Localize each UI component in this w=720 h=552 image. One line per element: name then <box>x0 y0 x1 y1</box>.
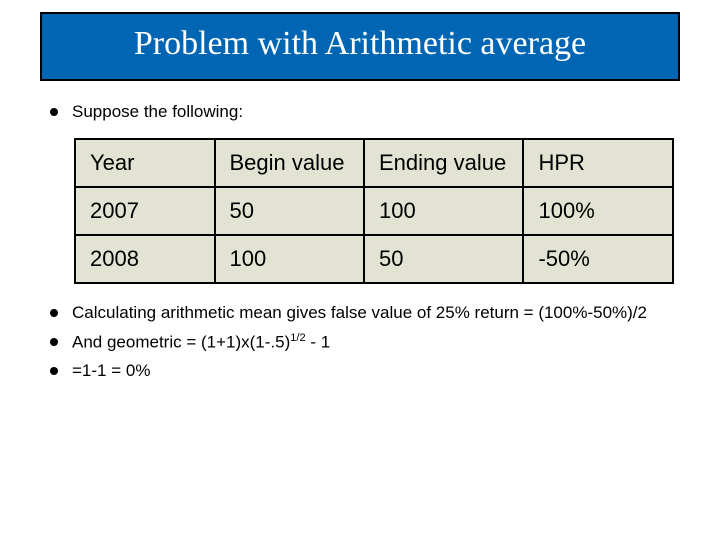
bullet-calc-1-text: Calculating arithmetic mean gives false … <box>72 302 647 325</box>
slide-title: Problem with Arithmetic average <box>134 25 586 62</box>
col-header-end: Ending value <box>364 139 524 187</box>
col-header-hpr: HPR <box>523 139 673 187</box>
cell-year: 2007 <box>75 187 215 235</box>
bullet-calc-2: And geometric = (1+1)x(1-.5)1/2 - 1 <box>50 331 670 355</box>
slide-title-banner: Problem with Arithmetic average <box>40 12 680 81</box>
cell-end: 50 <box>364 235 524 283</box>
col-header-year: Year <box>75 139 215 187</box>
bullet-icon <box>50 338 58 346</box>
table-header-row: Year Begin value Ending value HPR <box>75 139 673 187</box>
bullet-icon <box>50 367 58 375</box>
cell-begin: 50 <box>215 187 364 235</box>
cell-year: 2008 <box>75 235 215 283</box>
bullet-calc-1: Calculating arithmetic mean gives false … <box>50 302 670 325</box>
bullet-calc-3: =1-1 = 0% <box>50 360 670 383</box>
bullet-intro-text: Suppose the following: <box>72 101 243 124</box>
data-table-wrap: Year Begin value Ending value HPR 2007 5… <box>74 138 670 284</box>
cell-end: 100 <box>364 187 524 235</box>
col-header-begin: Begin value <box>215 139 364 187</box>
cell-begin: 100 <box>215 235 364 283</box>
table-row: 2008 100 50 -50% <box>75 235 673 283</box>
bullet-intro: Suppose the following: <box>50 101 670 124</box>
bullet-calc-2-text: And geometric = (1+1)x(1-.5)1/2 - 1 <box>72 331 330 355</box>
table-row: 2007 50 100 100% <box>75 187 673 235</box>
bullet-calc-3-text: =1-1 = 0% <box>72 360 150 383</box>
bullet-icon <box>50 108 58 116</box>
slide-body: Suppose the following: Year Begin value … <box>0 81 720 399</box>
cell-hpr: -50% <box>523 235 673 283</box>
data-table: Year Begin value Ending value HPR 2007 5… <box>74 138 674 284</box>
cell-hpr: 100% <box>523 187 673 235</box>
bullet-icon <box>50 309 58 317</box>
